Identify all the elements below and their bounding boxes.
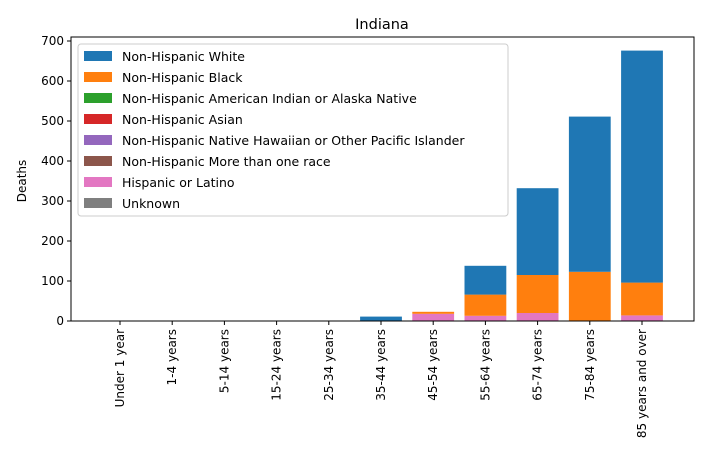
legend-box	[77, 43, 509, 217]
legend-swatch-1	[84, 72, 112, 82]
bar-segment-6-0	[412, 313, 455, 321]
bar-segment-7-0	[464, 315, 507, 321]
x-tick-label-6: 45-54 years	[426, 329, 440, 401]
legend: Non-Hispanic White Non-Hispanic Black Non-…	[77, 43, 509, 217]
bar-segment-7-2	[464, 265, 507, 295]
y-tick-label-6: 600	[41, 74, 64, 88]
y-tick-label-2: 200	[41, 234, 64, 248]
x-tick-label-0: Under 1 year	[113, 329, 127, 407]
y-tick-label-1: 100	[41, 274, 64, 288]
legend-label-3: Non-Hispanic Asian	[122, 112, 243, 127]
legend-label-4: Non-Hispanic Native Hawaiian or Other Pa…	[122, 133, 465, 148]
plot-frame	[70, 36, 695, 322]
y-tick-label-7: 700	[41, 34, 64, 48]
bar-segment-10-0	[621, 315, 663, 321]
legend-label-0: Non-Hispanic White	[122, 49, 245, 64]
legend-label-5: Non-Hispanic More than one race	[122, 154, 331, 169]
bar-segment-6-1	[412, 311, 455, 314]
y-axis: 0 100 200 300 400 500 600 700	[41, 34, 71, 328]
x-axis: Under 1 year 1-4 years 5-14 years 15-24 yea…	[113, 321, 649, 438]
x-tick-label-3: 15-24 years	[270, 329, 284, 401]
bars-group	[360, 50, 663, 321]
bar-segment-9-2	[568, 116, 611, 272]
legend-swatch-0	[84, 51, 112, 61]
legend-swatch-3	[84, 114, 112, 124]
bar-segment-8-2	[516, 188, 559, 275]
legend-swatch-5	[84, 156, 112, 166]
legend-label-2: Non-Hispanic American Indian or Alaska N…	[122, 91, 417, 106]
x-tick-label-1: 1-4 years	[165, 329, 179, 385]
bar-segment-8-1	[516, 275, 559, 313]
x-tick-label-2: 5-14 years	[217, 329, 231, 393]
x-tick-label-8: 65-74 years	[531, 329, 545, 401]
legend-swatch-2	[84, 93, 112, 103]
legend-label-7: Unknown	[122, 196, 180, 211]
x-tick-label-10: 85 years and over	[635, 329, 649, 438]
y-tick-label-3: 300	[41, 194, 64, 208]
bar-segment-10-1	[621, 282, 663, 316]
y-tick-label-0: 0	[56, 314, 64, 328]
chart-title: Indiana	[355, 17, 409, 33]
x-tick-label-9: 75-84 years	[583, 329, 597, 401]
bar-segment-9-1	[568, 271, 611, 321]
bar-segment-7-1	[464, 294, 507, 316]
legend-swatch-4	[84, 135, 112, 145]
x-tick-label-7: 55-64 years	[478, 329, 492, 401]
x-tick-label-5: 35-44 years	[374, 329, 388, 401]
y-tick-label-5: 500	[41, 114, 64, 128]
x-tick-label-4: 25-34 years	[322, 329, 336, 401]
y-axis-label: Deaths	[15, 160, 29, 203]
bar-segment-10-2	[621, 50, 663, 283]
legend-label-1: Non-Hispanic Black	[122, 70, 243, 85]
bar-segment-5-2	[360, 316, 402, 321]
legend-label-6: Hispanic or Latino	[122, 175, 235, 190]
legend-swatch-7	[84, 198, 112, 208]
legend-swatch-6	[84, 177, 112, 187]
y-tick-label-4: 400	[41, 154, 64, 168]
bar-segment-8-0	[516, 313, 559, 321]
